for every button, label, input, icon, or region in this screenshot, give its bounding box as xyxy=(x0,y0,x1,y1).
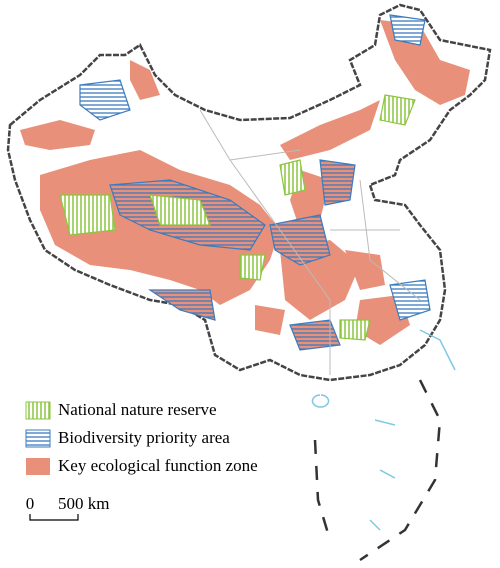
province-borders xyxy=(199,109,421,375)
legend-swatch-zone xyxy=(26,458,50,475)
nature-reserve xyxy=(59,194,116,236)
zone xyxy=(130,60,160,100)
country xyxy=(6,3,492,562)
scale-line xyxy=(29,514,79,521)
zone xyxy=(255,305,285,335)
zone xyxy=(280,100,380,160)
legend-label: National nature reserve xyxy=(58,400,217,419)
nature-reserve xyxy=(379,94,416,126)
legend: National nature reserve Biodiversity pri… xyxy=(25,400,258,475)
nature-reserve xyxy=(339,319,371,341)
priority-area xyxy=(289,319,341,351)
scale-bar: 0 500 km xyxy=(26,494,109,521)
coastline-islands xyxy=(311,329,456,531)
priority-area xyxy=(79,79,131,121)
priority-area xyxy=(389,14,426,46)
legend-swatch-reserve xyxy=(25,401,51,420)
legend-label: Biodiversity priority area xyxy=(58,428,230,447)
national-nature-reserves xyxy=(59,94,416,341)
priority-area xyxy=(389,279,431,321)
priority-area xyxy=(269,214,331,266)
nature-reserve xyxy=(149,194,211,226)
priority-area xyxy=(319,159,356,206)
scale-end: 500 km xyxy=(58,494,109,513)
nature-reserve xyxy=(239,254,266,281)
maritime-boundary xyxy=(313,379,442,562)
zone xyxy=(20,120,95,150)
legend-swatch-priority xyxy=(25,429,51,448)
priority-area xyxy=(148,289,216,321)
zone xyxy=(345,250,385,290)
legend-label: Key ecological function zone xyxy=(58,456,258,475)
key-ecological-function-zones xyxy=(20,20,470,345)
nature-reserve xyxy=(279,159,306,196)
scale-start: 0 xyxy=(26,494,35,513)
